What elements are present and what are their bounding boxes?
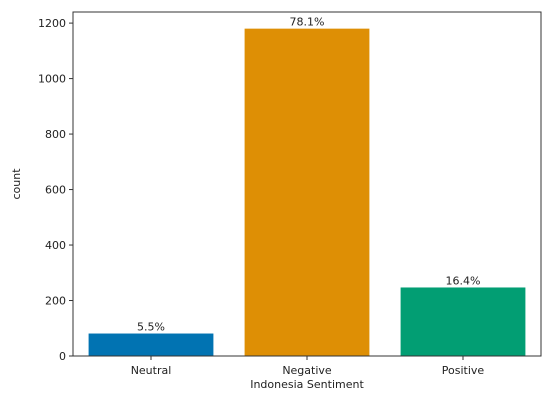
y-axis-ticks: 0 200 400 600 800 1000 1200 [38,17,73,363]
y-tick-label: 400 [45,239,66,252]
y-tick-label: 1000 [38,73,66,86]
y-tick-label: 1200 [38,17,66,30]
bars-group [88,28,526,356]
bar-negative [244,28,370,356]
data-labels-group: 5.5% 78.1% 16.4% [137,16,480,334]
plot-frame [72,11,542,357]
data-label-positive: 16.4% [446,274,481,287]
data-label-neutral: 5.5% [137,321,165,334]
y-tick-label: 600 [45,184,66,197]
y-tick-label: 0 [59,350,66,363]
x-axis-label: Indonesia Sentiment [250,378,364,391]
y-tick-label: 200 [45,295,66,308]
x-axis-ticks: Neutral Negative Positive [131,356,485,377]
y-tick-label: 800 [45,128,66,141]
bar-positive [400,287,526,356]
x-tick-label: Negative [282,364,332,377]
x-tick-label: Positive [442,364,485,377]
x-tick-label: Neutral [131,364,172,377]
bar-neutral [88,333,214,356]
y-axis-label: count [10,168,23,200]
data-label-negative: 78.1% [290,16,325,29]
